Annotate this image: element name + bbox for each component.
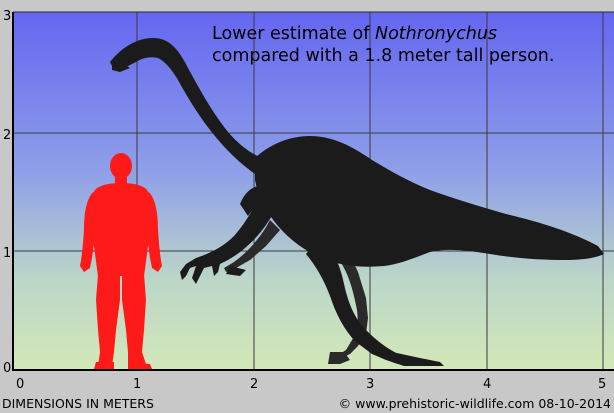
x-tick-1: 1 bbox=[133, 377, 141, 392]
caption-line-2: compared with a 1.8 meter tall person. bbox=[212, 46, 555, 66]
nothronychus-silhouette bbox=[110, 37, 604, 366]
x-tick-5: 5 bbox=[598, 377, 606, 392]
y-tick-2: 2 bbox=[3, 128, 11, 143]
caption-prefix: Lower estimate of bbox=[212, 24, 375, 44]
x-tick-4: 4 bbox=[483, 377, 491, 392]
y-tick-0: 0 bbox=[3, 361, 11, 376]
human-silhouette bbox=[80, 153, 162, 369]
x-tick-3: 3 bbox=[366, 377, 374, 392]
x-tick-0: 0 bbox=[16, 377, 24, 392]
x-axis-title: DIMENSIONS IN METERS bbox=[2, 396, 154, 411]
y-tick-3: 3 bbox=[3, 9, 11, 24]
credit-text: © www.prehistoric-wildlife.com 08-10-201… bbox=[338, 396, 611, 411]
x-tick-2: 2 bbox=[250, 377, 258, 392]
caption-line-1: Lower estimate of Nothronychus bbox=[212, 24, 497, 45]
caption-genus-name: Nothronychus bbox=[375, 24, 498, 44]
human-head bbox=[110, 153, 132, 179]
y-tick-1: 1 bbox=[3, 246, 11, 261]
